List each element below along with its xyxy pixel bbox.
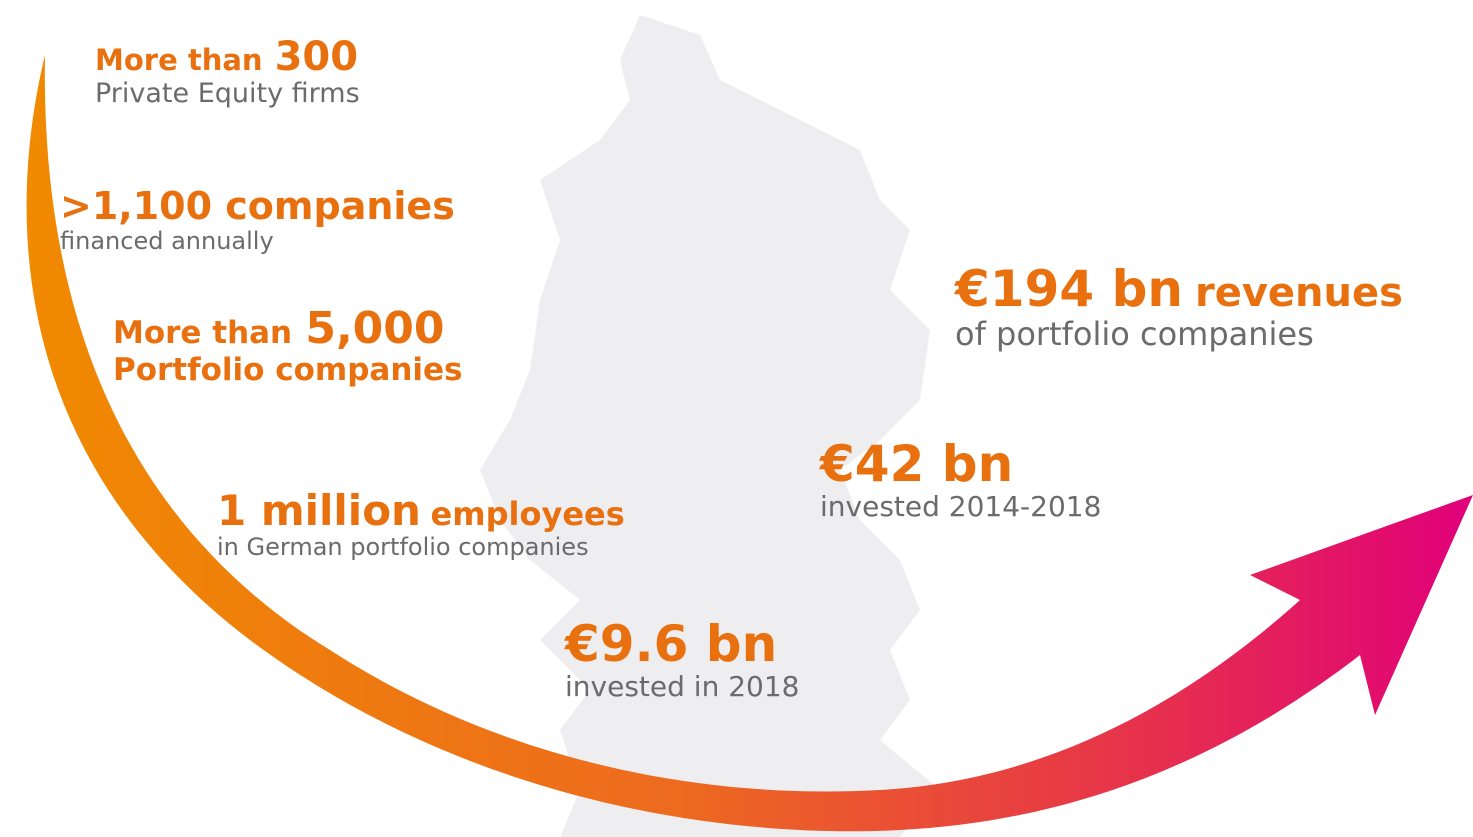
stat-part: revenues bbox=[1194, 270, 1403, 316]
stat: €42 bn invested 2014-2018 bbox=[820, 437, 1101, 523]
stat: More than 5,000 Portfolio companies bbox=[113, 303, 463, 389]
stat: More than 300 Private Equity firms bbox=[95, 35, 360, 109]
stat-heading: 1 million employees bbox=[217, 486, 625, 535]
stat-heading: €42 bn bbox=[820, 437, 1101, 492]
stat: €9.6 bn invested in 2018 bbox=[565, 617, 799, 703]
stat-part: €42 bn bbox=[820, 435, 1014, 493]
stat-part: 300 bbox=[274, 34, 359, 80]
stat-description: in German portfolio companies bbox=[217, 533, 589, 562]
stat-heading: More than 300 bbox=[95, 35, 360, 79]
stat-description: of portfolio companies bbox=[955, 315, 1314, 353]
map-silhouette bbox=[480, 15, 940, 837]
stat-part: employees bbox=[430, 495, 625, 533]
stat-part: 1 million bbox=[217, 486, 421, 535]
stat-description: invested 2014-2018 bbox=[820, 490, 1102, 523]
stat-description: Private Equity firms bbox=[95, 78, 360, 109]
stat-part: €194 bn bbox=[955, 260, 1183, 318]
stat-description: financed annually bbox=[60, 226, 274, 255]
stat: €194 bn revenues of portfolio companies bbox=[955, 262, 1403, 352]
stat-description: invested in 2018 bbox=[565, 670, 800, 703]
stat-part: >1,100 companies bbox=[60, 184, 455, 228]
stat: 1 million employees in German portfolio c… bbox=[217, 486, 625, 562]
stat-heading: More than 5,000 bbox=[113, 303, 463, 354]
stat-part: 5,000 bbox=[305, 303, 445, 354]
stat-heading: >1,100 companies bbox=[60, 184, 455, 228]
stat: >1,100 companies financed annually bbox=[60, 184, 455, 255]
stat-heading: €194 bn revenues bbox=[955, 262, 1403, 317]
stat-part: €9.6 bn bbox=[565, 615, 778, 673]
stat-part: More than bbox=[95, 43, 263, 77]
stat-description: Portfolio companies bbox=[113, 352, 463, 389]
stat-part: More than bbox=[113, 315, 293, 351]
stat-heading: €9.6 bn bbox=[565, 617, 799, 672]
